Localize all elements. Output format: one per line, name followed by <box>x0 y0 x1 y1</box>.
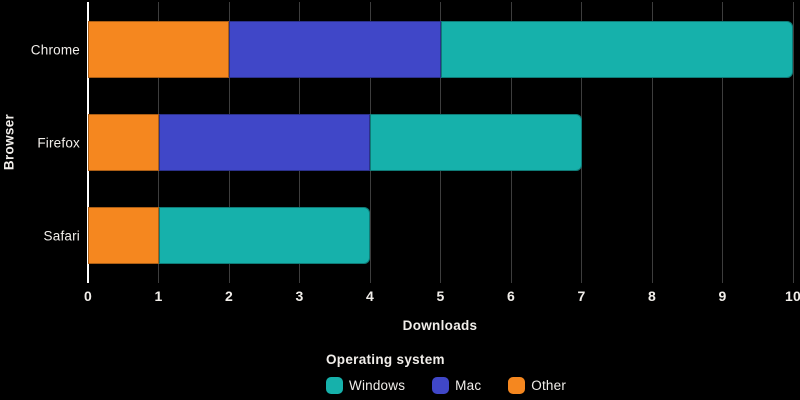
category-label-chrome: Chrome <box>30 42 80 57</box>
category-label-safari: Safari <box>43 228 80 243</box>
legend-item-other[interactable]: Other <box>508 377 566 394</box>
bar-segment-windows <box>440 21 793 78</box>
legend-label: Mac <box>455 378 482 393</box>
x-tick-label: 5 <box>436 288 445 304</box>
x-axis-title: Downloads <box>402 318 478 333</box>
x-tick-label: 1 <box>154 288 163 304</box>
category-label-firefox: Firefox <box>37 135 80 150</box>
x-tick-label: 8 <box>648 288 656 304</box>
legend-swatch-windows <box>326 377 343 394</box>
legend-title: Operating system <box>326 352 445 367</box>
legend-swatch-other <box>508 377 526 394</box>
gridline <box>651 2 653 283</box>
x-tick-label: 2 <box>225 288 233 304</box>
bar-segment-other <box>88 21 229 78</box>
legend-swatch-mac <box>432 377 450 394</box>
bar-segment-windows <box>158 207 370 264</box>
legend-items: Windows Mac Other <box>326 377 566 394</box>
legend-item-windows[interactable]: Windows <box>326 377 405 394</box>
x-tick-label: 3 <box>295 288 304 304</box>
x-tick-label: 6 <box>507 288 515 304</box>
legend-label: Windows <box>349 378 406 393</box>
x-tick-label: 7 <box>577 288 586 304</box>
legend: Operating system Windows Mac Other <box>326 352 566 394</box>
bar-segment-other <box>88 114 159 171</box>
x-tick-label: 9 <box>718 288 727 304</box>
bar-segment-mac <box>229 21 441 78</box>
bar-segment-windows <box>370 114 582 171</box>
x-tick-label: 10 <box>785 288 800 304</box>
x-tick-label: 0 <box>84 288 92 304</box>
bar-segment-other <box>88 207 159 264</box>
gridline <box>581 2 582 283</box>
gridline <box>792 2 794 283</box>
legend-item-mac[interactable]: Mac <box>432 377 481 394</box>
x-tick-label: 4 <box>366 288 374 304</box>
legend-label: Other <box>531 378 567 393</box>
gridline <box>722 2 723 283</box>
bar-segment-mac <box>158 114 370 171</box>
